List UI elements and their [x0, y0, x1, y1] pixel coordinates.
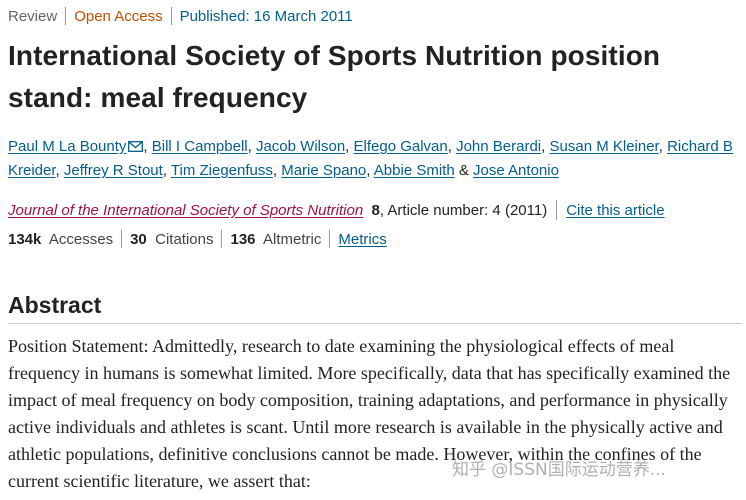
article-meta-line: Review Open Access Published: 16 March 201…	[8, 7, 353, 25]
email-icon[interactable]	[128, 141, 144, 152]
author-link[interactable]: Elfego Galvan	[353, 138, 448, 155]
abstract-text: Position Statement: Admittedly, research…	[8, 336, 731, 491]
author-link[interactable]: Richard B Kreider	[8, 138, 733, 179]
citations-count: 30	[130, 231, 147, 248]
abstract-divider	[8, 323, 742, 324]
metrics-bar: 134k Accesses 30 Citations 136 Altmetric Me…	[8, 230, 387, 248]
abstract-heading: Abstract	[8, 292, 102, 318]
author-link[interactable]: Abbie Smith	[373, 162, 455, 179]
watermark: 知乎 @ISSN国际运动营养...	[452, 460, 666, 480]
accesses-label: Accesses	[48, 231, 114, 248]
metrics-divider	[221, 230, 223, 248]
author-link[interactable]: Tim Ziegenfuss	[170, 162, 273, 179]
metrics-link[interactable]: Metrics	[338, 231, 387, 248]
article-number: , Article number: 4 (2011)	[379, 202, 548, 219]
author-link[interactable]: Susan M Kleiner	[549, 138, 659, 155]
meta-divider	[170, 7, 172, 25]
citations-label: Citations	[155, 231, 214, 248]
altmetric-label: Altmetric	[263, 231, 322, 248]
author-link[interactable]: Jacob Wilson	[255, 138, 346, 155]
cite-this-article-link[interactable]: Cite this article	[566, 202, 665, 219]
meta-divider	[65, 7, 67, 25]
volume-number: 8	[371, 202, 380, 219]
metrics-divider	[329, 230, 331, 248]
author-link[interactable]: Paul M La Bounty	[8, 138, 127, 155]
citation-divider	[556, 200, 558, 220]
author-link[interactable]: Jeffrey R Stout	[63, 162, 163, 179]
metrics-divider	[121, 230, 123, 248]
published-date: Published: 16 March 2011	[179, 8, 353, 25]
accesses-count: 134k	[8, 231, 42, 248]
author-link[interactable]: Bill I Campbell	[151, 138, 248, 155]
article-title: International Society of Sports Nutritio…	[8, 40, 661, 113]
author-list: Paul M La Bounty, Bill I Campbell, Jacob…	[8, 138, 733, 179]
author-link[interactable]: John Berardi	[456, 138, 542, 155]
author-link[interactable]: Marie Spano	[281, 162, 367, 179]
author-link[interactable]: Jose Antonio	[473, 162, 559, 179]
journal-link[interactable]: Journal of the International Society of …	[8, 202, 364, 219]
citation-line: Journal of the International Society of …	[8, 200, 665, 220]
article-type-label: Review	[8, 8, 58, 25]
open-access-label: Open Access	[74, 8, 163, 25]
author-joiner: &	[458, 162, 469, 179]
altmetric-count: 136	[230, 231, 256, 248]
